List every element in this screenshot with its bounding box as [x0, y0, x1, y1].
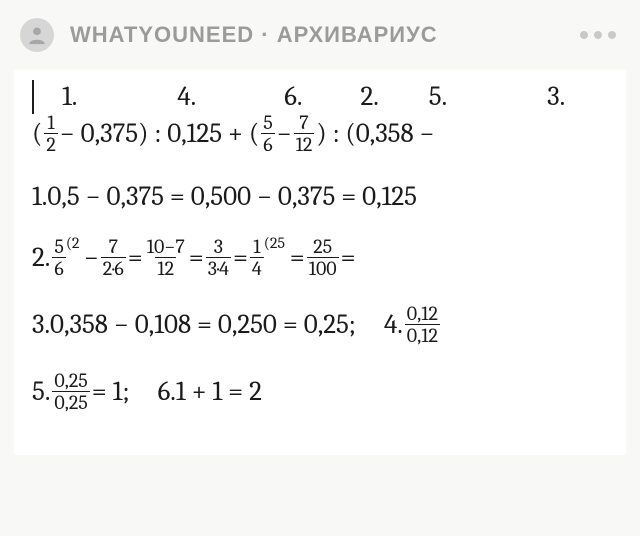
- expression-row: ( 1 2 − 0,375 ) : 0,125 + ( 5 6 − 7 12 )…: [32, 112, 622, 155]
- frac-half: 1 2: [44, 112, 57, 155]
- minus-2: −: [277, 118, 292, 149]
- frac-5-6: 5 6: [261, 112, 275, 155]
- dot-icon: [580, 31, 588, 39]
- dot-icon: [594, 31, 602, 39]
- close-2: ) : (0,358 −: [316, 118, 434, 149]
- minus-term: − 0,375: [60, 118, 138, 149]
- step-label: 2.: [32, 242, 50, 273]
- eq: =: [290, 242, 305, 273]
- math-content: 1. 4. 6. 2. 5. 3. ( 1 2 − 0,375 ) : 0,12…: [14, 70, 626, 455]
- frac: 5 6: [52, 236, 66, 279]
- tail: =: [341, 242, 356, 273]
- frac: 0,25 0,25: [52, 370, 89, 413]
- step-label: 1.: [32, 181, 47, 212]
- left-bar: [32, 80, 34, 114]
- label-2: 2.: [360, 81, 378, 112]
- step-1: 1. 0,5 − 0,375 = 0,500 − 0,375 = 0,125: [32, 181, 622, 212]
- frac: 25 100: [307, 236, 339, 279]
- frac-7-12: 7 12: [294, 112, 315, 155]
- post-header: WHATYOUNEED · АРХИВАРИУС: [0, 0, 640, 64]
- step-text: 0,358 − 0,108 = 0,250 = 0,25;: [50, 309, 356, 340]
- eq: = 1;: [92, 376, 130, 407]
- step-label-6: 6.: [158, 376, 176, 407]
- frac: 10−7 12: [145, 236, 187, 279]
- frac: 1 4: [250, 236, 264, 279]
- title-separator: ·: [261, 22, 269, 47]
- username: WHATYOUNEED: [70, 22, 254, 47]
- step-3-4: 3. 0,358 − 0,108 = 0,250 = 0,25; 4. 0,12…: [32, 303, 622, 346]
- frac: 0,12 0,12: [405, 303, 440, 346]
- label-3: 3.: [547, 81, 565, 112]
- label-5: 5.: [429, 81, 447, 112]
- label-6: 6.: [284, 81, 302, 112]
- step-2: 2. 5 6 (2 − 7 2·6 = 10−7 12 = 3 3·4 = 1 …: [32, 236, 622, 279]
- source-name: АРХИВАРИУС: [277, 22, 438, 47]
- eq: =: [189, 242, 204, 273]
- post-title[interactable]: WHATYOUNEED · АРХИВАРИУС: [70, 22, 580, 48]
- step-text: 0,5 − 0,375 = 0,500 − 0,375 = 0,125: [47, 181, 417, 212]
- step-label: 5.: [32, 376, 50, 407]
- eq: =: [233, 242, 248, 273]
- step-text-6: 1 + 1 = 2: [176, 376, 262, 407]
- step-label: 3.: [32, 309, 50, 340]
- paren-open: (: [32, 118, 42, 149]
- labels-row: 1. 4. 6. 2. 5. 3.: [32, 80, 622, 114]
- label-1: 1.: [62, 81, 77, 112]
- step-5-6: 5. 0,25 0,25 = 1; 6. 1 + 1 = 2: [32, 370, 622, 413]
- label-4: 4.: [177, 81, 196, 112]
- dot-icon: [608, 31, 616, 39]
- frac: 7 2·6: [101, 236, 126, 279]
- user-icon: [26, 24, 48, 46]
- frac: 3 3·4: [206, 236, 231, 279]
- more-button[interactable]: [580, 31, 620, 39]
- close-colon: ) : 0,125 + (: [138, 118, 259, 149]
- step-label-4: 4.: [384, 309, 403, 340]
- avatar[interactable]: [20, 18, 54, 52]
- eq: =: [128, 242, 143, 273]
- minus: −: [84, 242, 99, 273]
